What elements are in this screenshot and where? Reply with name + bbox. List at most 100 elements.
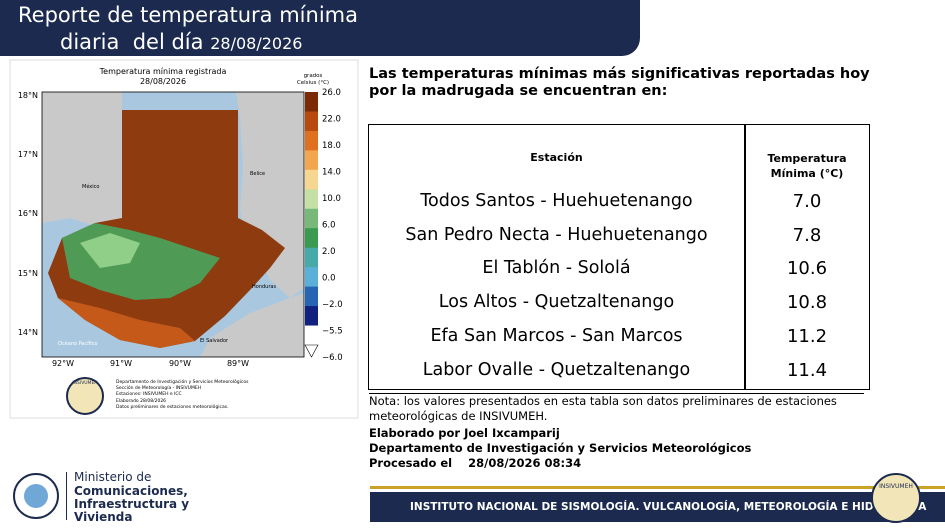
header: Reporte de temperatura mínima diaria del… [0, 0, 640, 56]
separator [66, 472, 67, 520]
lat-label: 15°N [18, 269, 38, 278]
note: Nota: los valores presentados en esta ta… [369, 393, 864, 424]
station-name: Todos Santos - Huehuetenango [420, 191, 693, 211]
table-value: 10.6 [786, 258, 828, 279]
place-label: El Salvador [200, 338, 229, 344]
station-name: Efa San Marcos - San Marcos [430, 326, 683, 346]
emblem [13, 473, 59, 519]
station-name: Labor Ovalle - Quetzaltenango [422, 360, 691, 380]
table-value: 7.8 [792, 225, 822, 246]
station-name: San Pedro Necta - Huehuetenango [405, 225, 708, 245]
credit: Departamento de Investigación y Servicio… [369, 441, 752, 455]
colorbar-label: 10.0 [322, 194, 341, 204]
table-header: Temperatura Mínima (°C) [767, 152, 847, 180]
land [42, 92, 122, 226]
lat-label: 17°N [18, 150, 38, 159]
credit: Elaborado por Joel Ixcamparij [369, 426, 560, 440]
table: Estación Temperatura Mínima (°C) Todos S… [368, 124, 870, 390]
colorbar-segment [305, 189, 318, 210]
date: 28/08/2026 [210, 34, 303, 53]
lat-label: 16°N [18, 209, 38, 218]
ministry: Ministerio de [74, 470, 152, 484]
land [42, 92, 304, 298]
logo-text: INSIVUMEH [72, 380, 97, 386]
ministry: Comunicaciones, [74, 484, 188, 498]
place-label: Belice [250, 171, 265, 177]
title: diaria del día [60, 30, 204, 54]
logo [66, 377, 104, 415]
station-name: Los Altos - Quetzaltenango [438, 292, 675, 312]
colorbar-label: 26.0 [322, 88, 341, 98]
colorbar-label: 18.0 [322, 141, 341, 151]
map-title: Temperatura mínima registrada [99, 67, 227, 76]
map-date: 28/08/2026 [140, 77, 186, 86]
credit: Procesado el 28/08/2026 08:34 [369, 456, 581, 470]
colorbar: 26.0 22.0 18.0 14.0 10.0 6.0 2.0 0.0 −2.0 −5.5 −6.… [304, 88, 343, 363]
lon-label: 89°W [227, 359, 249, 368]
colorbar-label: −2.0 [322, 300, 343, 310]
place-label: Océano Pacífico [58, 340, 98, 347]
lat-label: 18°N [18, 91, 38, 100]
colorbar-label: 2.0 [322, 247, 336, 257]
colorbar-segment [305, 150, 318, 171]
colorbar-unit: Celsius (°C) [297, 80, 329, 86]
colorbar-label: −6.0 [322, 353, 343, 363]
intro: Las temperaturas mínimas más significati… [369, 66, 870, 99]
colorbar-label: 6.0 [322, 221, 336, 231]
accent-line [370, 486, 945, 489]
land [200, 293, 304, 357]
colorbar-segment [305, 306, 318, 327]
lat-label: 14°N [18, 328, 38, 337]
colorbar-segment [305, 228, 318, 249]
colorbar-segment [305, 92, 318, 112]
title: Reporte de temperatura mínima [18, 3, 358, 27]
map-footer: Elaborado 28/08/2026 [116, 398, 166, 404]
map-frame [41, 91, 305, 358]
credit-value: 28/08/2026 08:34 [468, 456, 582, 470]
colorbar-label: 0.0 [322, 274, 336, 284]
colorbar-segment [305, 247, 318, 268]
institute-logo: INSIVUMEH [871, 473, 921, 523]
logo-text: INSIVUMEH [879, 483, 913, 490]
map-footer: Estaciones: INSIVUMEH e ICC [116, 391, 182, 397]
credit-label: Procesado el [369, 456, 453, 470]
table-value: 10.8 [786, 292, 828, 313]
table-value: 11.2 [786, 326, 828, 347]
colorbar-extension [304, 344, 319, 358]
colorbar-segment [305, 325, 318, 346]
colorbar-label: 14.0 [322, 168, 341, 178]
coast [58, 298, 195, 348]
colorbar-segment [305, 208, 318, 229]
map-footer: Datos preliminares de estaciones meteoro… [116, 403, 229, 410]
colorbar-segment [305, 111, 318, 132]
place-label: Honduras [252, 284, 276, 290]
colorbar-segment [305, 267, 318, 288]
map-panel: Temperatura mínima registrada 28/08/2026… [9, 59, 359, 419]
ministry: Vivienda [74, 510, 133, 524]
colorbar-segment [305, 286, 318, 307]
table-value: 7.0 [792, 191, 822, 212]
colorbar-segment [305, 130, 318, 151]
lon-label: 92°W [52, 359, 74, 368]
map-footer: Sección de Meteorología - INSIVUMEH [116, 384, 201, 391]
place-label: México [82, 183, 99, 190]
station-name: El Tablón - Sololá [482, 258, 631, 278]
lon-label: 91°W [110, 359, 132, 368]
colorbar-segment [305, 169, 318, 190]
logo-ring [871, 473, 921, 523]
column-divider [744, 125, 746, 389]
colorbar-unit: grados [304, 73, 323, 79]
colorbar-label: 22.0 [322, 115, 341, 125]
table-value: 11.4 [786, 360, 828, 381]
title-line: diaria del día 28/08/2026 [60, 30, 302, 54]
institute-bar: INSTITUTO NACIONAL DE SISMOLOGÍA. VULCAN… [370, 492, 945, 522]
highlands [80, 233, 140, 268]
ministry: Infraestructura y [74, 497, 190, 511]
colorbar-label: −5.5 [322, 327, 343, 337]
lon-label: 90°W [169, 359, 191, 368]
map-footer: Departamento de Investigación y Servicio… [116, 378, 249, 385]
table-header: Estación [530, 151, 583, 164]
emblem-center [24, 484, 48, 508]
